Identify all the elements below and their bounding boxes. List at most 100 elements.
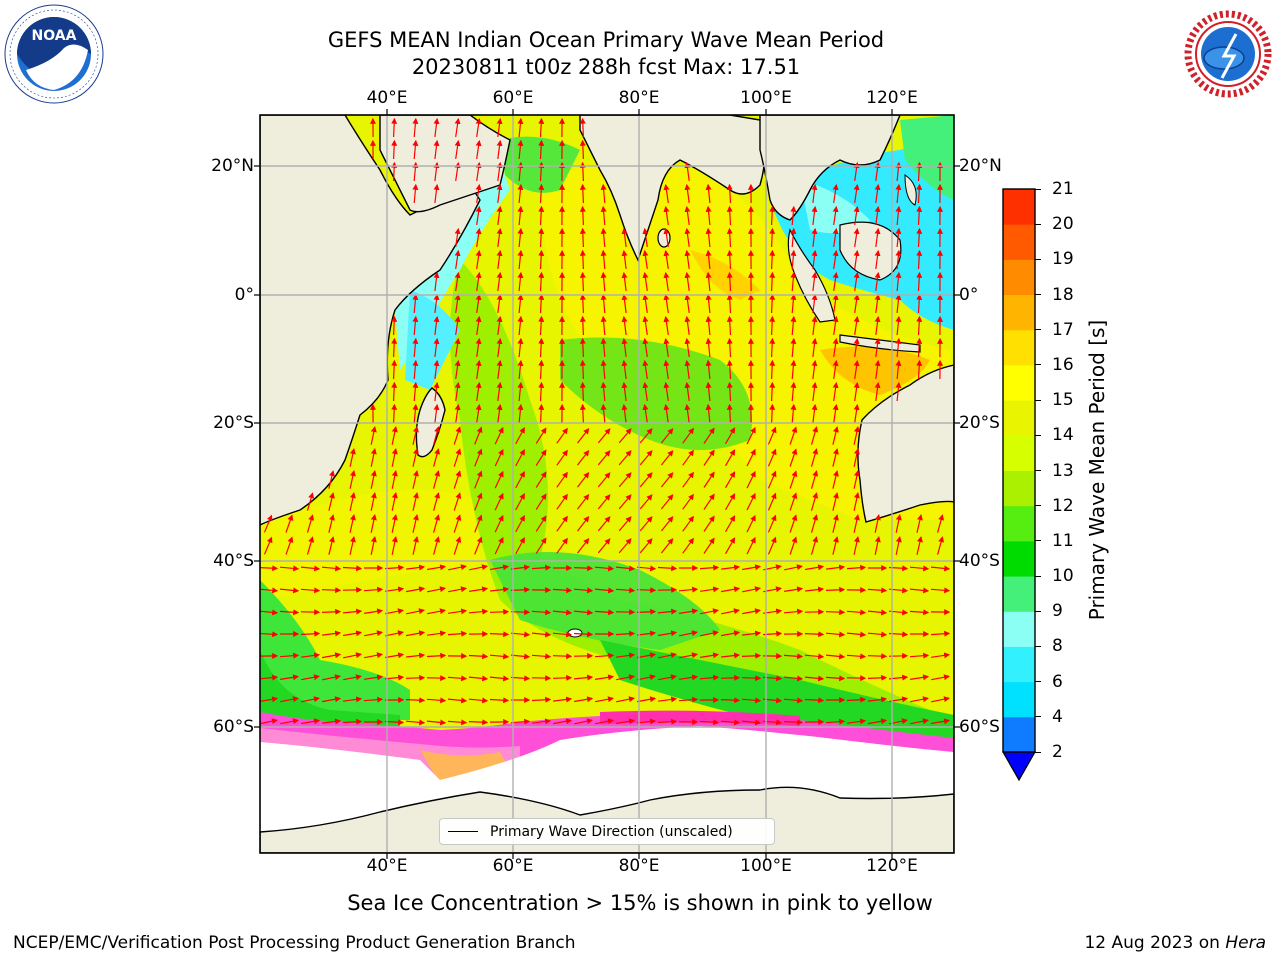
wave-arrow xyxy=(433,359,440,379)
wave-arrow xyxy=(494,470,504,489)
wave-arrow xyxy=(825,653,846,660)
wave-arrow xyxy=(663,315,670,335)
wave-arrow xyxy=(874,205,881,225)
wave-arrow xyxy=(790,205,797,226)
wave-arrow xyxy=(846,696,867,703)
lat-tick-left: 0° xyxy=(234,285,254,305)
wave-arrow xyxy=(684,315,691,335)
wave-arrow xyxy=(391,359,398,380)
wave-arrow xyxy=(790,315,797,336)
wave-arrow xyxy=(405,719,426,726)
wave-arrow xyxy=(448,564,467,571)
wave-arrow xyxy=(700,586,720,593)
wave-arrow xyxy=(475,271,482,291)
wave-arrow xyxy=(916,183,923,204)
colorbar-swatch xyxy=(1003,435,1035,471)
ocean-field xyxy=(405,290,460,390)
wave-arrow xyxy=(769,403,776,424)
wave-arrow xyxy=(343,630,363,637)
wave-arrow xyxy=(930,630,951,637)
wave-arrow xyxy=(517,139,524,160)
wave-arrow xyxy=(703,515,715,532)
wave-arrow xyxy=(511,564,531,571)
wave-arrow xyxy=(916,249,923,270)
wave-arrow xyxy=(867,587,888,594)
wave-arrow xyxy=(406,564,426,571)
wave-arrow xyxy=(846,609,867,616)
wave-arrow xyxy=(579,139,586,160)
wave-arrow xyxy=(937,536,945,555)
wave-arrow xyxy=(517,381,524,402)
wave-arrow xyxy=(468,675,489,682)
wave-arrow xyxy=(579,227,586,248)
wave-arrow xyxy=(660,472,674,488)
wave-arrow xyxy=(496,117,503,137)
wave-arrow xyxy=(811,205,818,225)
wave-arrow xyxy=(724,493,736,511)
wave-arrow xyxy=(916,271,923,292)
wave-arrow xyxy=(621,227,628,247)
wave-arrow xyxy=(494,448,504,467)
wave-arrow xyxy=(433,492,441,511)
wave-arrow xyxy=(321,696,342,703)
wave-arrow xyxy=(427,630,447,637)
wave-arrow xyxy=(552,718,573,725)
wave-arrow xyxy=(474,492,483,511)
wave-arrow xyxy=(916,359,923,380)
wave-arrow xyxy=(642,271,649,291)
wave-arrow xyxy=(726,293,733,314)
wave-arrow xyxy=(726,337,733,358)
wave-arrow xyxy=(705,337,712,358)
wave-arrow xyxy=(916,337,923,358)
wave-arrow xyxy=(642,227,649,247)
wave-arrow xyxy=(825,586,846,593)
wave-arrow xyxy=(789,470,798,489)
colorbar-swatch xyxy=(1003,540,1035,577)
wave-arrow xyxy=(663,403,670,423)
wave-arrow xyxy=(538,381,545,402)
colorbar-tick xyxy=(1035,505,1041,507)
colorbar-title: Primary Wave Mean Period [s] xyxy=(1085,319,1109,621)
wave-arrow xyxy=(682,493,695,510)
colorbar-tick-label: 16 xyxy=(1052,354,1074,375)
wave-arrow xyxy=(811,227,818,247)
wave-arrow xyxy=(909,609,930,616)
wave-arrow xyxy=(391,492,398,511)
wave-arrow xyxy=(468,608,489,615)
wave-arrow xyxy=(746,492,756,511)
footer-machine: Hera xyxy=(1225,933,1266,953)
map-frame xyxy=(259,114,955,854)
wave-arrow xyxy=(721,564,741,571)
wave-arrow xyxy=(663,359,670,379)
wave-arrow xyxy=(384,564,405,571)
wave-arrow xyxy=(573,631,594,638)
footer-date: 12 Aug 2023 on Hera xyxy=(1084,933,1266,953)
wave-arrow xyxy=(874,315,881,335)
wave-arrow xyxy=(930,587,951,594)
lon-tick-top: 120°E xyxy=(866,88,918,108)
wave-arrow xyxy=(454,117,461,137)
wave-arrow xyxy=(600,381,607,402)
colorbar-swatch xyxy=(1003,259,1035,296)
wave-arrow xyxy=(639,450,653,466)
wave-direction-arrows xyxy=(260,117,951,726)
wave-arrow xyxy=(867,609,888,616)
wave-arrow xyxy=(825,609,846,616)
wave-arrow xyxy=(454,293,461,313)
wave-arrow xyxy=(384,674,405,681)
wave-arrow xyxy=(538,139,545,160)
wave-arrow xyxy=(832,205,839,225)
wave-arrow xyxy=(724,515,736,533)
wave-arrow xyxy=(531,564,552,571)
wave-arrow xyxy=(853,205,860,225)
wave-arrow xyxy=(597,428,611,444)
ocean-field xyxy=(260,490,480,600)
wave-arrow xyxy=(579,117,586,138)
wave-arrow xyxy=(832,227,839,247)
wave-arrow xyxy=(496,381,503,401)
colorbar-swatch xyxy=(1003,329,1035,366)
wave-arrow xyxy=(724,471,736,489)
wave-arrow xyxy=(660,494,674,510)
wave-arrow xyxy=(517,293,524,314)
wave-arrow xyxy=(931,652,951,659)
